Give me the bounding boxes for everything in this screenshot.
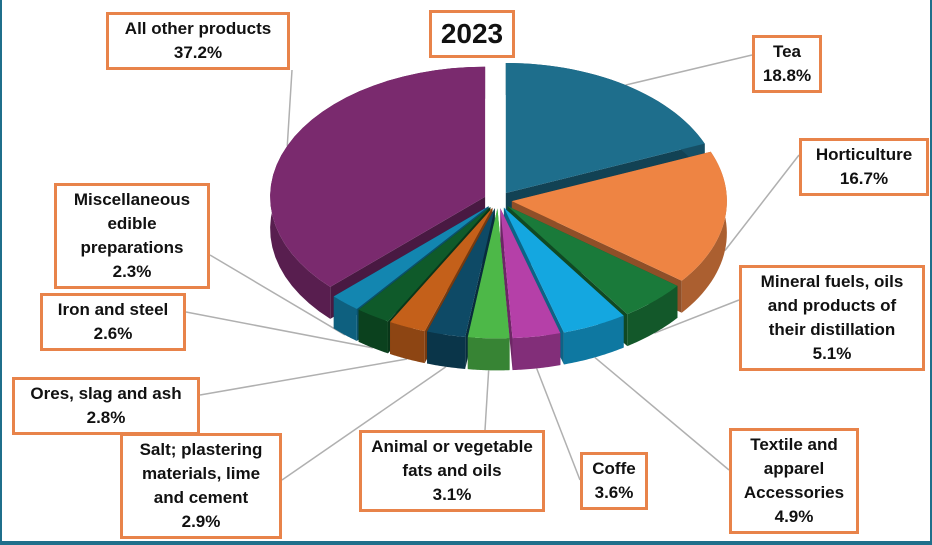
label-misc-edible: Miscellaneous edible preparations 2.3%: [54, 183, 210, 289]
leader-lines: [185, 54, 800, 481]
slice-top-fats-oils: [467, 208, 510, 339]
slice-label-misc-edible: Miscellaneous edible preparations: [73, 190, 191, 257]
slice-label-coffe: Coffe: [592, 459, 636, 478]
leader-line-salt: [281, 366, 447, 481]
slice-side-horticulture: [681, 151, 727, 313]
slice-top-horticulture: [511, 151, 727, 281]
slice-label-textile: Textile and apparel Accessories: [743, 435, 845, 502]
slice-value-coffe: 3.6%: [594, 483, 634, 502]
label-textile: Textile and apparel Accessories 4.9%: [729, 428, 859, 534]
slice-label-tea: Tea: [772, 42, 802, 61]
slice-value-misc-edible: 2.3%: [112, 262, 152, 281]
slice-value-iron-steel: 2.6%: [93, 324, 133, 343]
slice-fats-oils: [467, 208, 510, 371]
label-salt: Salt; plastering materials, lime and cem…: [120, 433, 282, 539]
leader-line-coffe: [535, 368, 581, 481]
slice-top-iron-steel: [358, 207, 491, 322]
slice-value-horticulture: 16.7%: [839, 169, 889, 188]
slice-value-salt: 2.9%: [181, 512, 221, 531]
label-coffe: Coffe 3.6%: [580, 452, 648, 510]
slice-side-textile: [563, 315, 624, 365]
slice-side-coffe: [512, 333, 561, 371]
slice-side-salt: [427, 331, 466, 369]
leader-line-ores: [199, 358, 408, 396]
slice-coffe: [500, 208, 561, 371]
chart-title: 2023: [429, 10, 515, 58]
slice-label-mineral-fuels: Mineral fuels, oils and products of thei…: [760, 272, 904, 339]
slice-label-iron-steel: Iron and steel: [57, 300, 169, 319]
slice-label-ores: Ores, slag and ash: [30, 384, 182, 403]
label-mineral-fuels: Mineral fuels, oils and products of thei…: [739, 265, 925, 371]
slice-top-coffe: [500, 208, 561, 339]
slice-label-fats-oils: Animal or vegetable fats and oils: [371, 437, 533, 480]
slice-top-all-other: [270, 66, 486, 287]
slice-side-iron-steel: [358, 309, 388, 354]
label-fats-oils: Animal or vegetable fats and oils 3.1%: [359, 430, 545, 512]
slice-top-tea: [505, 63, 705, 194]
slice-value-mineral-fuels: 5.1%: [812, 344, 852, 363]
slice-side-mineral-fuels: [627, 285, 678, 347]
slice-top-mineral-fuels: [507, 206, 678, 315]
leader-line-misc-edible: [209, 254, 346, 336]
leader-line-tea: [625, 54, 753, 86]
slice-side-fats-oils: [467, 337, 510, 371]
leader-line-textile: [594, 356, 730, 471]
leader-line-fats-oils: [484, 370, 490, 431]
slice-top-misc-edible: [333, 206, 489, 309]
slice-top-textile: [503, 207, 624, 333]
leader-line-all-other: [286, 69, 293, 146]
label-ores: Ores, slag and ash 2.8%: [12, 377, 200, 435]
slice-value-ores: 2.8%: [86, 408, 126, 427]
label-horticulture: Horticulture 16.7%: [799, 138, 929, 196]
label-iron-steel: Iron and steel 2.6%: [40, 293, 186, 351]
slice-side-misc-edible: [333, 296, 357, 341]
slice-label-salt: Salt; plastering materials, lime and cem…: [139, 440, 263, 507]
slice-top-ores: [390, 207, 493, 332]
slice-side-ores: [390, 322, 425, 364]
pie-slices: [270, 63, 727, 371]
slice-label-horticulture: Horticulture: [815, 145, 913, 164]
slice-value-all-other: 37.2%: [173, 43, 223, 62]
slice-value-fats-oils: 3.1%: [432, 485, 472, 504]
leader-line-iron-steel: [185, 311, 374, 349]
label-tea: Tea 18.8%: [752, 35, 822, 93]
slice-label-all-other: All other products: [124, 19, 272, 38]
leader-line-mineral-fuels: [653, 299, 740, 334]
slice-value-textile: 4.9%: [774, 507, 814, 526]
slice-wall-coffe: [500, 208, 513, 371]
slice-value-tea: 18.8%: [762, 66, 812, 85]
label-all-other: All other products 37.2%: [106, 12, 290, 70]
leader-line-horticulture: [724, 154, 800, 252]
slice-wall-misc-edible: [333, 206, 489, 329]
slice-top-salt: [427, 208, 495, 337]
